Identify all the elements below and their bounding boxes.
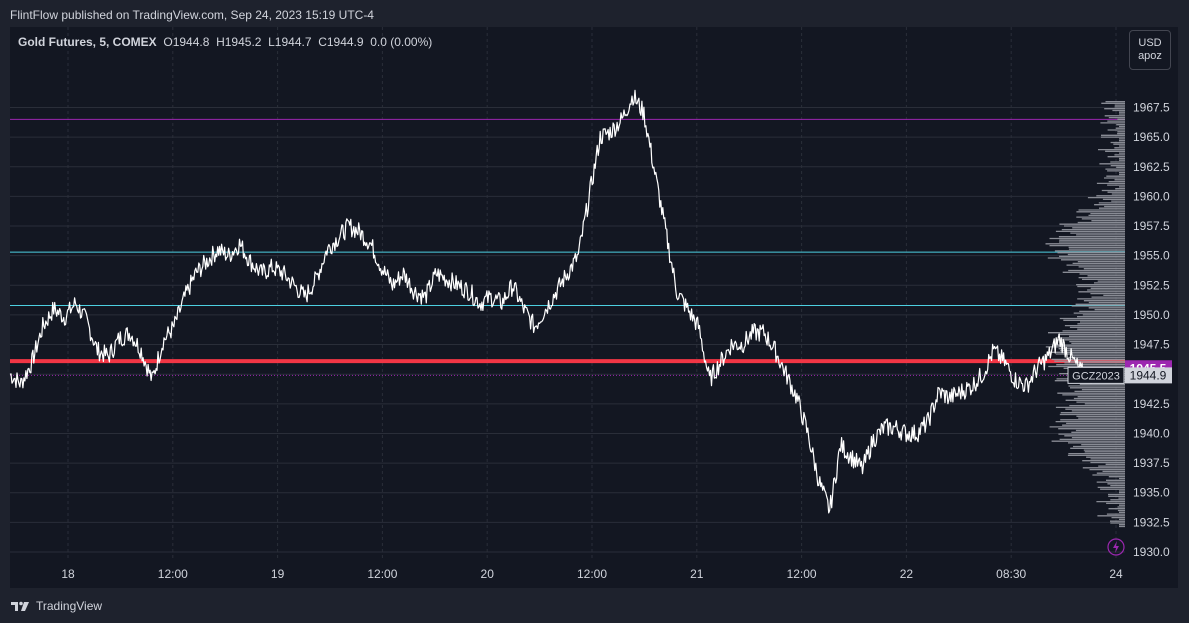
- volume-profile: [1045, 100, 1125, 528]
- price-tick-label: 1965.0: [1133, 130, 1170, 144]
- time-tick-label: 12:00: [577, 567, 607, 581]
- chart-plot-area: [10, 27, 1125, 558]
- lightning-icon-circle: [1107, 538, 1125, 556]
- time-tick-label: 19: [271, 567, 285, 581]
- price-badge-bg: [1125, 367, 1172, 384]
- time-tick-label: 12:00: [787, 567, 817, 581]
- time-tick-label: 12:00: [158, 567, 188, 581]
- time-axis-area: [10, 558, 1178, 588]
- price-tick-label: 1952.5: [1133, 278, 1170, 292]
- horizontal-levels: [10, 118, 1125, 376]
- price-tick-label: 1937.5: [1133, 456, 1170, 470]
- price-tick-label: 1957.5: [1133, 219, 1170, 233]
- legend-symbol: Gold Futures, 5, COMEX: [18, 35, 157, 49]
- price-tick-label: 1950.0: [1133, 308, 1170, 322]
- legend-high: H1945.2: [216, 35, 262, 49]
- currency-label: USD: [1138, 37, 1162, 49]
- symbol-tag-bg: [1067, 366, 1125, 384]
- time-axis: 18 12:00 19 12:00 20 12:00 21 12:00 22 08:30 24: [61, 567, 1123, 581]
- legend-open: O1944.8: [163, 35, 210, 49]
- price-tick-label: 1962.5: [1133, 160, 1170, 174]
- time-tick-label: 20: [481, 567, 495, 581]
- price-tick-label: 1940.0: [1133, 426, 1170, 440]
- price-tick-label: 1930.0: [1133, 545, 1170, 559]
- publisher-header: FlintFlow published on TradingView.com, …: [10, 8, 374, 22]
- price-tick-label: 1947.5: [1133, 338, 1170, 352]
- legend-low: L1944.7: [268, 35, 312, 49]
- time-tick-label: 12:00: [367, 567, 397, 581]
- time-tick-label: 08:30: [996, 567, 1026, 581]
- footer-brand[interactable]: TradingView: [10, 597, 102, 615]
- time-tick-label: 18: [61, 567, 75, 581]
- price-tick-label: 1942.5: [1133, 397, 1170, 411]
- time-tick-label: 22: [900, 567, 914, 581]
- currency-sub-label: apoz: [1138, 50, 1162, 62]
- lightning-icon: [1113, 541, 1119, 553]
- price-axis-area: [1125, 27, 1178, 558]
- volume-profile-bars: [1045, 100, 1125, 528]
- price-tick-label: 1932.5: [1133, 515, 1170, 529]
- currency-selector-button[interactable]: USD apoz: [1129, 30, 1171, 70]
- price-tick-label: 1960.0: [1133, 189, 1170, 203]
- symbol-legend: Gold Futures, 5, COMEX O1944.8 H1945.2 L…: [18, 35, 432, 49]
- legend-close: C1944.9: [318, 35, 364, 49]
- legend-change: 0.0 (0.00%): [370, 35, 433, 49]
- price-tick-label: 1955.0: [1133, 249, 1170, 263]
- price-tick-label: 1967.5: [1133, 100, 1170, 114]
- price-tick-label: 1935.0: [1133, 486, 1170, 500]
- price-series: [9, 89, 1093, 514]
- symbol-tag-label: GCZ2023: [1072, 370, 1120, 382]
- grid-lines: [10, 27, 1125, 558]
- footer-brand-label: TradingView: [36, 599, 103, 613]
- price-badge-label: 1944.9: [1130, 368, 1167, 382]
- price-line: [9, 89, 1093, 514]
- time-tick-label: 21: [690, 567, 704, 581]
- tradingview-logo-icon: [11, 601, 29, 611]
- time-tick-label: 24: [1109, 567, 1123, 581]
